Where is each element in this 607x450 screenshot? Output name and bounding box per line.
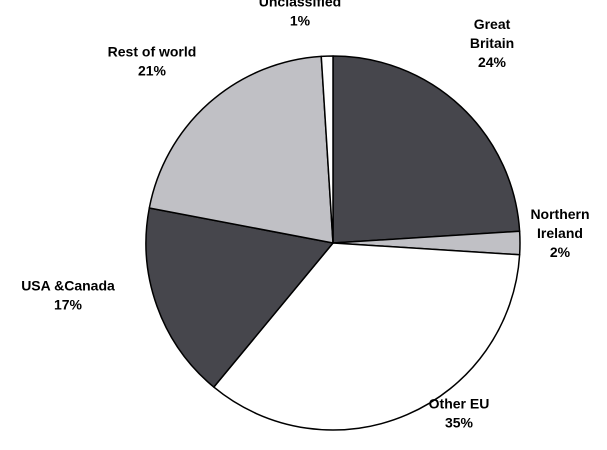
slice-name-line-5-0: Unclassified	[259, 0, 341, 10]
slice-name-line-1-0: Northern	[530, 206, 589, 222]
slice-name-line-2-0: Other EU	[429, 396, 490, 412]
slice-label-3: USA &Canada 17%	[21, 278, 115, 313]
slice-name-line-0-1: Britain	[470, 35, 514, 51]
slice-label-1: Northern Ireland 2%	[530, 206, 589, 260]
slice-value-label-1: 2%	[550, 244, 571, 260]
pie-slices	[145, 55, 521, 431]
slice-value-label-4: 21%	[138, 63, 167, 79]
slice-name-line-3-0: USA &Canada	[21, 278, 115, 294]
slice-name-line-0-0: Great	[474, 16, 511, 32]
pie-slice-3	[145, 207, 334, 388]
slice-value-label-0: 24%	[478, 54, 507, 70]
slice-value-label-2: 35%	[445, 415, 474, 431]
slice-label-5: Unclassified 1%	[259, 0, 341, 29]
slice-name-line-4-0: Rest of world	[108, 44, 197, 60]
slice-value-label-5: 1%	[290, 13, 311, 29]
pie-slice-4	[148, 55, 334, 244]
slice-label-0: Great Britain 24%	[470, 16, 514, 70]
pie-labels: Great Britain 24% Northern Ireland 2% Other EU…	[21, 0, 589, 431]
pie-slice-5	[320, 55, 334, 244]
slice-name-line-1-1: Ireland	[537, 225, 583, 241]
slice-label-2: Other EU 35%	[429, 396, 490, 431]
pie-slice-0	[332, 55, 521, 244]
pie-slice-2	[213, 242, 521, 431]
slice-value-label-3: 17%	[54, 297, 83, 313]
slice-label-4: Rest of world 21%	[108, 44, 197, 79]
